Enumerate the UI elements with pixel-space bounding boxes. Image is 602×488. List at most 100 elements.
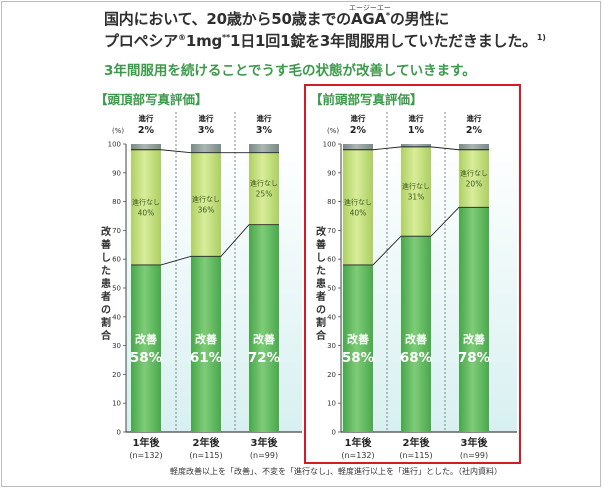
bar-improved — [249, 224, 279, 432]
registered-mark: ® — [178, 33, 186, 42]
y-axis-label-char: し — [316, 252, 326, 264]
progress-value-label: 3% — [198, 125, 215, 136]
n-label: (n=132) — [341, 451, 374, 460]
bar-no-change — [459, 149, 489, 208]
n-label: (n=99) — [250, 451, 278, 460]
dose-asterisk: ** — [222, 33, 231, 42]
y-tick-label: 40 — [327, 313, 336, 321]
y-axis-label-char: し — [101, 252, 111, 264]
bar-progress — [191, 144, 221, 153]
aga-ruby: エージーエー — [348, 4, 391, 12]
bar-progress — [249, 144, 279, 153]
y-tick-label: 70 — [327, 227, 336, 235]
y-axis-label-char: 改 — [101, 225, 112, 238]
headline-subtitle: 3年間服用を続けることでうす毛の状態が改善していきます。 — [104, 63, 476, 79]
improved-connector-line — [343, 206, 489, 266]
improved-value-label: 61% — [190, 350, 223, 366]
aga-asterisk: * — [385, 11, 390, 20]
improved-value-label: 72% — [248, 350, 281, 366]
bar-improved — [131, 264, 161, 432]
headline-line-1-part-a: 国内において、20歳から50歳までの — [104, 10, 351, 28]
y-axis-label-char: 患 — [316, 277, 326, 290]
progress-series-label: 進行 — [467, 113, 482, 123]
y-tick-label: 30 — [112, 342, 121, 350]
no-change-value-label: 36% — [198, 205, 215, 214]
no-change-value-label: 40% — [138, 208, 155, 217]
y-unit-label: (%) — [112, 127, 124, 135]
dose-text: 1mg — [185, 32, 223, 50]
y-tick-label: 20 — [112, 371, 121, 379]
no-change-series-label: 進行なし — [402, 182, 430, 191]
panel-title-crown: 【頭頂部写真評価】 — [95, 92, 208, 107]
highlight-box-frontal — [304, 84, 521, 464]
progress-series-label: 進行 — [257, 113, 272, 123]
improved-series-label: 改善 — [405, 332, 427, 346]
bar-progress — [131, 144, 161, 150]
y-axis-label-char: の — [101, 305, 111, 316]
category-label: 2年後 — [403, 436, 431, 449]
y-axis-label-char: た — [316, 265, 326, 277]
headline-line-2-part-c: 1日1回1錠を3年間服用していただきました。 — [230, 32, 537, 50]
y-tick-label: 0 — [117, 429, 121, 437]
no-change-series-label: 進行なし — [192, 194, 220, 203]
no-change-value-label: 40% — [350, 208, 367, 217]
no-change-series-label: 進行なし — [250, 179, 278, 188]
y-axis-label-char: 合 — [100, 329, 112, 342]
category-label: 3年後 — [461, 436, 489, 449]
n-label: (n=115) — [399, 451, 432, 460]
y-axis-label-char: 患 — [101, 277, 111, 290]
progress-series-label: 進行 — [139, 113, 154, 123]
improved-series-label: 改善 — [195, 332, 217, 346]
no-change-series-label: 進行なし — [132, 197, 160, 206]
y-axis-label-char: 割 — [316, 316, 326, 329]
y-tick-label: 90 — [327, 169, 336, 177]
improved-series-label: 改善 — [135, 332, 157, 346]
improved-series-label: 改善 — [463, 332, 485, 346]
bar-no-change — [343, 149, 373, 265]
bar-progress — [343, 144, 373, 150]
aga-text: AGA — [350, 10, 386, 28]
n-label: (n=99) — [460, 451, 488, 460]
panel-title-frontal: 【前頭部写真評価】 — [310, 92, 423, 107]
bar-improved — [191, 256, 221, 432]
y-tick-label: 60 — [112, 256, 121, 264]
improved-value-label: 68% — [400, 350, 433, 366]
source-note: （社内資料） — [454, 467, 502, 476]
y-axis-label-char: 割 — [101, 316, 111, 329]
y-tick-label: 0 — [332, 429, 336, 437]
y-tick-label: 40 — [112, 313, 121, 321]
progress-value-label: 2% — [466, 125, 483, 136]
bar-improved — [401, 236, 431, 432]
n-label: (n=132) — [129, 451, 162, 460]
bar-no-change — [191, 152, 221, 257]
footnote: 軽度改善以上を「改善」、不変を「進行なし」、軽度進行以上を「進行」とした。 — [170, 467, 458, 476]
y-tick-label: 10 — [112, 400, 121, 408]
no-change-connector-line — [131, 149, 279, 154]
category-label: 2年後 — [193, 436, 221, 449]
y-tick-label: 50 — [327, 285, 336, 293]
bar-improved — [459, 207, 489, 432]
y-axis-label-char: 者 — [315, 290, 326, 303]
y-tick-label: 30 — [327, 342, 336, 350]
y-unit-label: (%) — [327, 127, 339, 135]
y-tick-label: 20 — [327, 371, 336, 379]
y-axis-label-char: 善 — [316, 238, 326, 251]
propecia-name: プロペシア — [104, 32, 179, 50]
progress-series-label: 進行 — [409, 113, 424, 123]
y-tick-label: 80 — [327, 198, 336, 206]
bar-progress — [459, 144, 489, 150]
y-axis-label-char: 者 — [100, 290, 111, 303]
no-change-value-label: 25% — [256, 190, 273, 199]
y-axis-label-char: 改 — [316, 225, 327, 238]
bar-no-change — [401, 146, 431, 237]
y-tick-label: 80 — [112, 198, 121, 206]
y-tick-label: 70 — [112, 227, 121, 235]
y-tick-label: 100 — [108, 141, 121, 149]
reference-mark: 1) — [536, 33, 546, 42]
no-change-series-label: 進行なし — [344, 197, 372, 206]
no-change-series-label: 進行なし — [460, 169, 488, 178]
progress-series-label: 進行 — [199, 113, 214, 123]
y-tick-label: 60 — [327, 256, 336, 264]
category-label: 3年後 — [251, 436, 279, 449]
